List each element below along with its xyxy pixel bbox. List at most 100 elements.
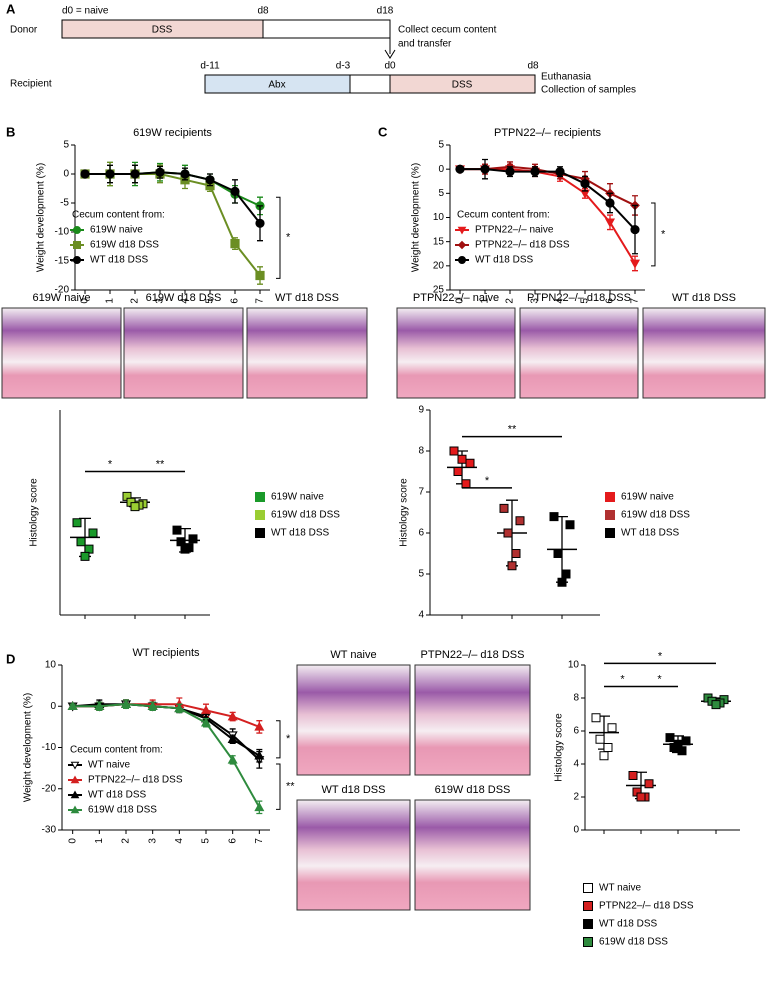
legend-marker — [605, 492, 615, 502]
marker — [603, 743, 613, 752]
significance: * — [286, 232, 291, 244]
marker — [230, 186, 240, 196]
y-tick-label: 0 — [50, 701, 56, 712]
timeline-tick: d-3 — [336, 61, 351, 72]
y-tick-label: 5 — [418, 569, 424, 580]
histology-label: 619W naive — [32, 292, 90, 304]
legend-marker — [70, 805, 80, 814]
marker — [180, 169, 190, 179]
legend-title: Cecum content from: — [457, 210, 550, 221]
y-tick-label: 10 — [568, 660, 580, 671]
legend-label: WT d18 DSS — [475, 255, 533, 266]
legend-marker — [70, 775, 80, 784]
y-axis-label: Histology score — [399, 478, 410, 547]
y-tick-label: -15 — [55, 256, 70, 267]
marker — [453, 467, 463, 476]
legend-label: 619W d18 DSS — [88, 805, 157, 816]
legend-label: 619W d18 DSS — [599, 937, 668, 948]
legend-marker — [457, 226, 467, 235]
x-tick-label: 7 — [255, 298, 266, 304]
histology-image — [396, 307, 516, 399]
marker — [555, 166, 565, 177]
panel-label: B — [6, 124, 15, 139]
marker — [172, 525, 182, 535]
x-tick-label: 7 — [630, 298, 641, 304]
y-tick-label: 5 — [63, 140, 69, 151]
significance: ** — [286, 781, 295, 793]
marker — [227, 754, 238, 764]
note: Collect cecum content — [398, 25, 497, 36]
y-tick-label: -10 — [55, 227, 70, 238]
x-tick-label: 1 — [94, 838, 105, 844]
y-tick-label: -30 — [42, 825, 57, 836]
legend-label: PTPN22–/– d18 DSS — [475, 240, 570, 251]
legend-label: 619W d18 DSS — [90, 240, 159, 251]
histology-label: 619W d18 DSS — [146, 292, 222, 304]
x-tick-label: 0 — [67, 838, 78, 844]
marker — [480, 164, 490, 174]
marker — [254, 721, 265, 731]
histology-image — [296, 799, 411, 911]
y-tick-label: 0 — [573, 825, 579, 836]
marker — [449, 446, 459, 456]
marker — [507, 561, 517, 571]
legend-label: WT d18 DSS — [90, 255, 148, 266]
legend-label: PTPN22–/– d18 DSS — [88, 775, 183, 786]
legend-label: 619W naive — [621, 492, 674, 503]
marker — [565, 520, 575, 530]
x-tick-label: 5 — [580, 298, 591, 304]
marker — [515, 516, 525, 526]
timeline-tick: d18 — [377, 6, 394, 17]
phase-label: DSS — [452, 80, 473, 91]
marker — [553, 549, 563, 558]
marker — [591, 713, 601, 723]
marker — [636, 792, 646, 802]
legend-marker — [255, 492, 265, 502]
x-tick-label: 4 — [180, 298, 191, 304]
marker — [681, 736, 691, 746]
marker — [499, 503, 509, 513]
x-tick-label: 4 — [555, 298, 566, 304]
marker — [629, 259, 641, 269]
y-axis-label: Histology score — [29, 478, 40, 547]
x-tick-label: 5 — [205, 298, 216, 304]
significance: ** — [508, 424, 517, 436]
significance: * — [108, 458, 113, 470]
histology-label: WT naive — [330, 649, 376, 661]
significance: ** — [156, 458, 165, 470]
marker — [457, 454, 467, 464]
histology-label: WT d18 DSS — [275, 292, 339, 304]
legend-marker — [583, 919, 593, 929]
legend-label: 619W naive — [271, 492, 324, 503]
marker — [255, 218, 265, 228]
x-tick-label: 6 — [230, 298, 241, 304]
marker — [227, 734, 238, 744]
y-tick-label: 10 — [45, 660, 57, 671]
marker — [180, 544, 190, 554]
histology-image — [296, 664, 411, 776]
marker — [604, 218, 616, 228]
y-tick-label: 8 — [418, 446, 424, 457]
legend-marker — [458, 256, 466, 264]
marker — [155, 167, 165, 177]
histology-image — [642, 307, 766, 399]
donor-rest-bar — [262, 19, 391, 39]
legend-marker — [605, 528, 615, 538]
legend-label: WT naive — [88, 760, 130, 771]
marker — [677, 746, 687, 756]
legend-label: WT d18 DSS — [88, 790, 146, 801]
marker — [255, 270, 265, 281]
marker — [67, 701, 78, 711]
y-tick-label: 0 — [438, 164, 444, 175]
marker — [503, 528, 513, 538]
histology-label: WT d18 DSS — [672, 292, 736, 304]
note: and transfer — [398, 39, 452, 50]
x-tick-label: 3 — [530, 298, 541, 304]
marker — [200, 717, 212, 727]
legend-marker — [583, 901, 593, 911]
row-label: Recipient — [10, 79, 52, 90]
transfer-arrow-head — [384, 49, 396, 59]
y-axis-label: Histology score — [554, 713, 565, 782]
series-line — [72, 703, 261, 808]
phase-label: DSS — [152, 25, 173, 36]
